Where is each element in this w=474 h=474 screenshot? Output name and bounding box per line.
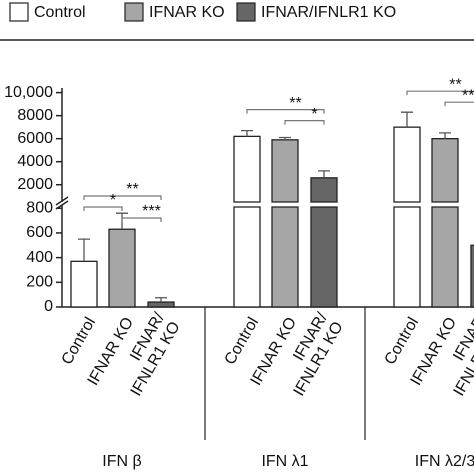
error-bar	[401, 111, 413, 128]
legend-swatch	[236, 2, 256, 22]
significance-label: **	[126, 181, 138, 198]
bar	[147, 301, 175, 308]
bar	[271, 139, 299, 203]
significance-bracket	[246, 109, 325, 114]
significance-bracket	[83, 206, 123, 211]
x-tick-label: Control	[222, 315, 263, 368]
y-tick-label: 4000	[17, 153, 53, 170]
significance-label: ****	[462, 87, 474, 104]
bar	[393, 206, 421, 308]
x-tick-label: Control	[382, 315, 423, 368]
legend-label: IFNAR KO	[149, 4, 225, 21]
bar	[310, 206, 338, 308]
significance-bracket	[121, 217, 162, 222]
bar	[271, 206, 299, 308]
bar	[393, 126, 421, 203]
x-tick-label-group: Control	[222, 315, 263, 368]
legend-label: Control	[34, 4, 86, 21]
legend-label: IFNAR/IFNLR1 KO	[261, 4, 396, 21]
y-tick-label: 800	[26, 199, 53, 216]
x-tick-label-group: Control	[59, 315, 100, 368]
error-bar	[78, 238, 90, 262]
significance-bracket	[444, 101, 474, 107]
significance-label: *	[311, 106, 317, 123]
significance-label: *	[110, 192, 116, 209]
y-tick-label: 0	[44, 298, 53, 315]
error-bar	[279, 136, 291, 140]
significance-bracket	[406, 90, 474, 96]
y-tick-label: 8000	[17, 107, 53, 124]
group-label: IFN λ1	[261, 453, 308, 470]
x-tick-label: Control	[59, 315, 100, 368]
axis-break	[55, 196, 69, 206]
bar	[70, 260, 98, 308]
y-tick-label: 6000	[17, 130, 53, 147]
y-tick-label: 200	[26, 274, 53, 291]
bar	[233, 206, 261, 308]
significance-label: **	[289, 95, 301, 112]
error-bar	[241, 129, 253, 137]
legend-swatch	[124, 2, 144, 22]
x-tick-label-group: Control	[382, 315, 423, 368]
error-bar	[155, 297, 167, 303]
y-tick-label: 600	[26, 224, 53, 241]
significance-label: ***	[142, 203, 161, 220]
bar	[470, 244, 474, 308]
bar	[310, 177, 338, 203]
y-tick-label: 400	[26, 249, 53, 266]
bar	[431, 206, 459, 308]
y-tick-label: 2000	[17, 176, 53, 193]
bar	[233, 135, 261, 203]
bar	[108, 228, 136, 308]
significance-label: **	[449, 76, 461, 93]
bar	[431, 138, 459, 203]
error-bar	[439, 132, 451, 139]
significance-bracket	[284, 120, 325, 125]
legend-swatch	[9, 2, 29, 22]
group-label: IFN λ2/3	[415, 453, 474, 470]
significance-bracket	[83, 195, 162, 200]
group-label: IFN β	[102, 453, 141, 470]
error-bar	[318, 170, 330, 178]
y-tick-label: 10,000	[4, 84, 53, 101]
